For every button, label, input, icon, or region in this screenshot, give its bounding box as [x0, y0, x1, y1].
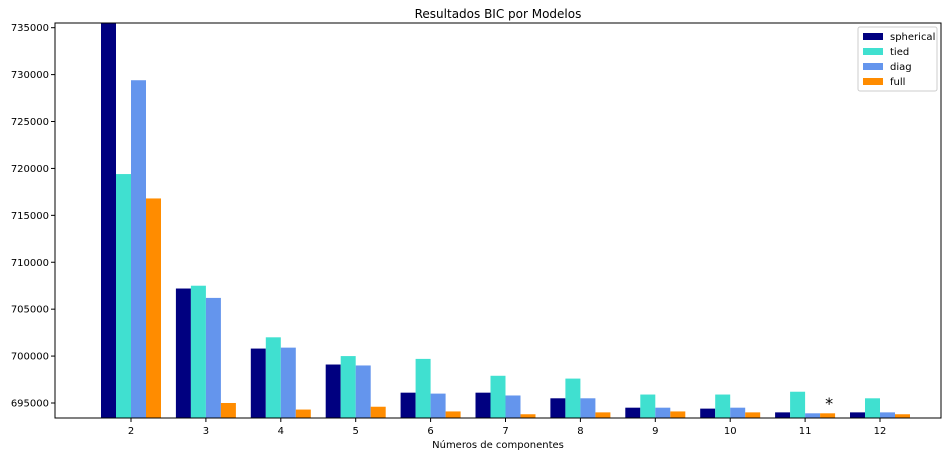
y-tick-label: 730000 — [11, 70, 49, 81]
x-tick-label: 10 — [724, 426, 737, 437]
bar-full-12 — [895, 414, 910, 418]
y-tick-label: 720000 — [11, 164, 49, 175]
y-tick-label: 695000 — [11, 398, 49, 409]
legend-swatch-full — [863, 78, 883, 85]
bar-spherical-5 — [325, 364, 341, 418]
bar-full-3 — [220, 402, 236, 418]
bar-diag-5 — [355, 365, 371, 418]
bar-full-6 — [445, 411, 461, 418]
x-tick-label: 3 — [203, 426, 209, 437]
x-tick-label: 5 — [353, 426, 359, 437]
legend-label-full: full — [890, 77, 905, 88]
bar-full-5 — [370, 406, 386, 418]
bar-tied-11 — [790, 391, 806, 418]
bar-tied-5 — [340, 356, 356, 418]
legend-swatch-diag — [863, 63, 883, 70]
x-tick-label: 6 — [427, 426, 433, 437]
bar-spherical-10 — [700, 408, 716, 418]
bar-spherical-11 — [775, 412, 791, 418]
legend-swatch-tied — [863, 48, 883, 55]
bar-tied-9 — [640, 394, 656, 418]
bar-spherical-8 — [550, 398, 566, 418]
x-tick-label: 8 — [577, 426, 583, 437]
legend-label-spherical: spherical — [890, 32, 935, 43]
legend-box — [857, 26, 938, 92]
bar-spherical-4 — [250, 348, 266, 418]
x-tick-label: 4 — [278, 426, 284, 437]
y-tick-label: 715000 — [11, 211, 49, 222]
bar-diag-7 — [505, 395, 521, 418]
bar-diag-8 — [580, 398, 596, 418]
bar-full-11 — [820, 413, 836, 418]
bar-diag-12 — [880, 412, 895, 418]
x-axis: 2 3 4 5 6 7 8 9 10 11 12 — [128, 418, 887, 437]
bar-full-8 — [595, 412, 611, 418]
bar-tied-4 — [265, 337, 281, 418]
bar-full-2 — [146, 198, 161, 418]
bar-diag-11 — [805, 413, 821, 418]
bar-diag-4 — [280, 347, 296, 418]
x-tick-label: 2 — [128, 426, 134, 437]
legend: spherical tied diag full — [857, 26, 938, 92]
y-tick-label: 710000 — [11, 258, 49, 269]
best-model-annotation: * — [825, 394, 833, 413]
bar-diag-9 — [655, 407, 671, 418]
y-axis: 695000 700000 705000 710000 715000 720000 7250… — [11, 23, 55, 409]
x-tick-label: 11 — [799, 426, 812, 437]
x-axis-label: Números de componentes — [432, 439, 564, 451]
y-tick-label: 705000 — [11, 305, 49, 316]
bar-spherical-3 — [175, 288, 191, 418]
chart-title: Resultados BIC por Modelos — [415, 7, 582, 21]
bar-spherical-9 — [625, 407, 641, 418]
bar-diag-2 — [131, 80, 146, 418]
bar-tied-2 — [116, 174, 131, 418]
bars-group — [101, 23, 910, 418]
bar-diag-6 — [430, 393, 446, 418]
bar-tied-8 — [565, 378, 581, 418]
bar-full-10 — [745, 412, 761, 418]
bar-spherical-7 — [475, 392, 491, 418]
bar-tied-12 — [865, 398, 880, 418]
y-tick-label: 700000 — [11, 352, 49, 363]
plot-frame — [54, 22, 942, 419]
bar-full-4 — [295, 409, 311, 418]
bar-full-9 — [670, 411, 686, 418]
legend-label-tied: tied — [890, 47, 909, 58]
y-tick-label: 725000 — [11, 117, 49, 128]
legend-label-diag: diag — [890, 62, 912, 73]
bar-tied-7 — [490, 375, 506, 418]
bar-full-7 — [520, 414, 536, 418]
bar-spherical-2 — [101, 23, 116, 418]
y-tick-label: 735000 — [11, 23, 49, 34]
legend-swatch-spherical — [863, 33, 883, 40]
bar-diag-10 — [730, 407, 746, 418]
bar-tied-6 — [415, 358, 431, 418]
bar-diag-3 — [205, 297, 221, 418]
bar-tied-3 — [190, 285, 206, 418]
x-tick-label: 7 — [502, 426, 508, 437]
bar-spherical-6 — [400, 392, 416, 418]
x-tick-label: 12 — [874, 426, 887, 437]
bar-spherical-12 — [850, 412, 865, 418]
x-tick-label: 9 — [652, 426, 658, 437]
bar-tied-10 — [715, 394, 731, 418]
